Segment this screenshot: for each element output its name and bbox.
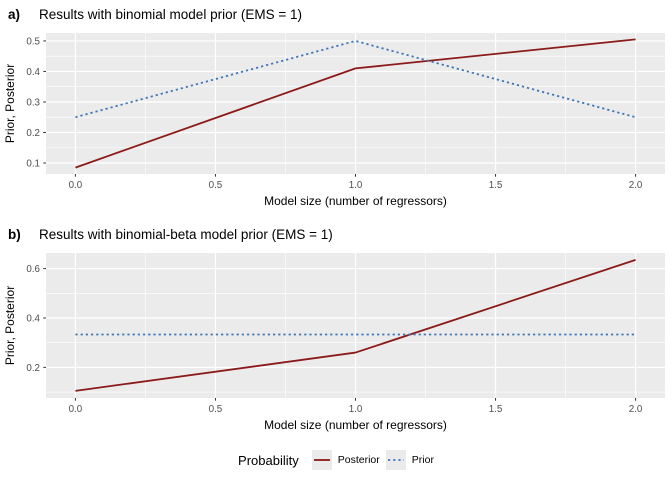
svg-text:Model size (number of regresso: Model size (number of regressors): [264, 418, 447, 432]
svg-text:0.4: 0.4: [26, 67, 40, 78]
legend-label-posterior: Posterior: [337, 454, 380, 466]
panel-b-tag: b): [8, 227, 21, 242]
svg-text:0.0: 0.0: [69, 180, 83, 191]
legend: Probability Posterior Prior: [0, 447, 672, 473]
svg-text:0.4: 0.4: [26, 313, 40, 324]
svg-text:2.0: 2.0: [629, 404, 643, 415]
legend-label-prior: Prior: [411, 454, 434, 466]
svg-text:1.0: 1.0: [349, 404, 363, 415]
svg-text:0.5: 0.5: [26, 36, 40, 47]
legend-title: Probability: [238, 452, 299, 468]
svg-text:0.1: 0.1: [26, 158, 40, 169]
svg-text:1.5: 1.5: [489, 404, 503, 415]
svg-text:0.6: 0.6: [26, 264, 40, 275]
svg-text:Prior, Posterior: Prior, Posterior: [3, 286, 17, 365]
svg-text:2.0: 2.0: [629, 180, 643, 191]
svg-text:0.3: 0.3: [26, 97, 40, 108]
chart-a-plot: 0.0 0.5 1.0 1.5 2.0 0.1 0.2 0.3 0.4 0.5 Model size…: [3, 33, 665, 208]
svg-text:0.5: 0.5: [209, 180, 223, 191]
svg-text:1.5: 1.5: [489, 180, 503, 191]
posterior-key-swatch: [311, 450, 332, 470]
panel-a-title: Results with binomial model prior (EMS =…: [39, 7, 302, 22]
panel-b-title: Results with binomial-beta model prior (…: [39, 227, 333, 242]
svg-text:Model size (number of regresso: Model size (number of regressors): [264, 194, 447, 208]
chart-b-plot: 0.0 0.5 1.0 1.5 2.0 0.2 0.4 0.6 Model size (numb…: [3, 253, 665, 432]
panel-b-header: b) Results with binomial-beta model prio…: [0, 227, 672, 245]
panel-a-header: a) Results with binomial model prior (EM…: [0, 7, 672, 25]
svg-text:0.2: 0.2: [26, 128, 40, 139]
svg-text:0.5: 0.5: [209, 404, 223, 415]
legend-entry-prior: Prior: [385, 450, 434, 470]
svg-text:0.0: 0.0: [69, 404, 83, 415]
legend-entry-posterior: Posterior: [311, 450, 380, 470]
svg-text:Prior, Posterior: Prior, Posterior: [3, 64, 17, 143]
svg-text:1.0: 1.0: [349, 180, 363, 191]
svg-text:0.2: 0.2: [26, 363, 40, 374]
panel-a-tag: a): [8, 7, 21, 22]
prior-key-swatch: [385, 450, 406, 470]
